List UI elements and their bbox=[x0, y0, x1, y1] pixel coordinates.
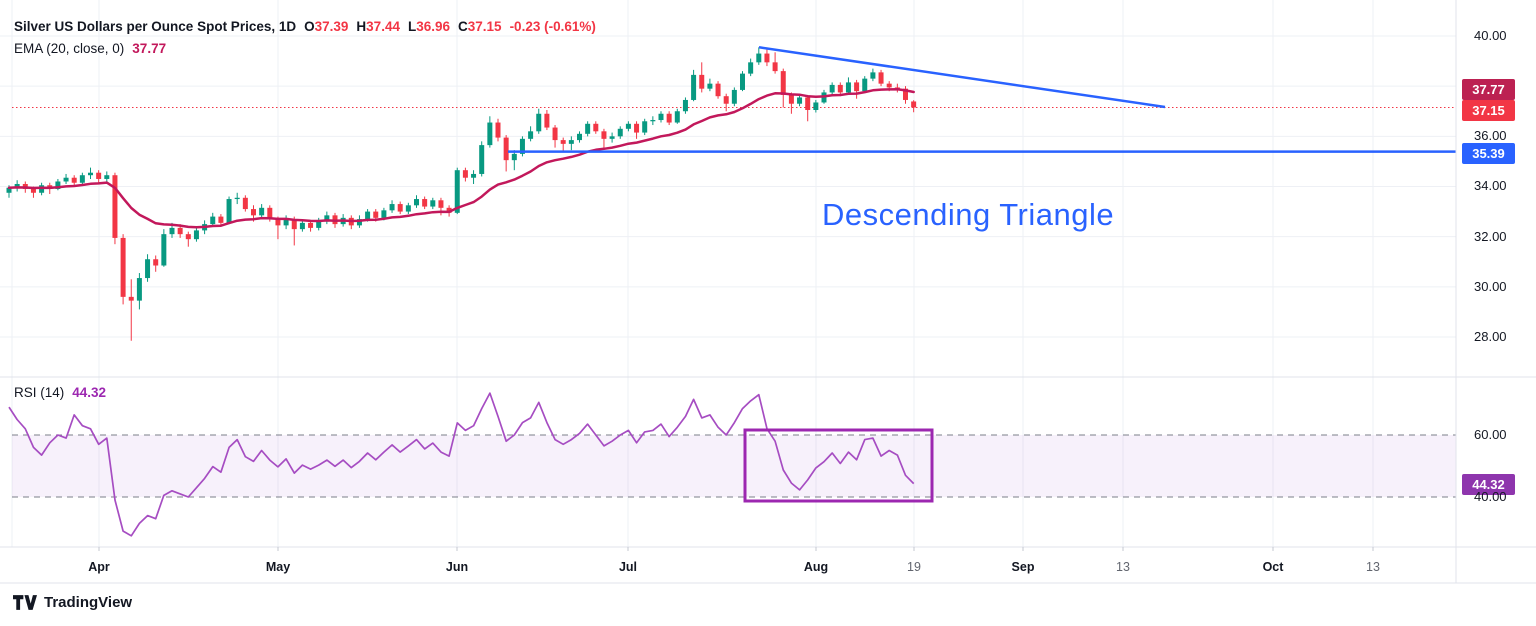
price-axis-label: 28.00 bbox=[1474, 328, 1507, 344]
last-price-badge: 37.15 bbox=[1462, 100, 1515, 121]
descending-triangle-annotation[interactable]: Descending Triangle bbox=[822, 197, 1115, 232]
ema-legend[interactable]: EMA (20, close, 0) 37.77 bbox=[14, 41, 166, 56]
price-axis-label: 32.00 bbox=[1474, 228, 1507, 244]
time-axis-label: Aug bbox=[803, 560, 829, 574]
rsi-axis-label: 40.00 bbox=[1474, 489, 1507, 504]
rsi-axis-label: 60.00 bbox=[1474, 427, 1507, 442]
time-axis-label: 13 bbox=[1116, 560, 1130, 574]
tradingview-logo-icon bbox=[13, 595, 37, 610]
open-value: O 37.39 bbox=[304, 19, 349, 34]
time-axis-label: Jul bbox=[618, 560, 638, 574]
support-line-badge: 35.39 bbox=[1462, 143, 1515, 164]
ema-label: EMA (20, close, 0) bbox=[14, 41, 125, 56]
rsi-legend[interactable]: RSI (14) 44.32 bbox=[14, 385, 106, 400]
tradingview-watermark[interactable]: TradingView bbox=[13, 594, 132, 611]
time-axis-label: Apr bbox=[88, 560, 110, 574]
rsi-value-badge: 44.32 bbox=[1462, 474, 1515, 495]
ema-value: 37.77 bbox=[132, 41, 167, 56]
low-value: L 36.96 bbox=[407, 19, 451, 34]
time-axis-label: Oct bbox=[1262, 560, 1284, 574]
time-axis-label: 13 bbox=[1366, 560, 1380, 574]
rsi-label: RSI (14) bbox=[14, 385, 65, 400]
symbol-title: Silver US Dollars per Ounce Spot Prices,… bbox=[14, 19, 297, 34]
close-value: C 37.15 bbox=[458, 19, 502, 34]
price-axis-label: 40.00 bbox=[1474, 28, 1507, 43]
time-axis-label: Jun bbox=[445, 560, 469, 574]
symbol-legend[interactable]: Silver US Dollars per Ounce Spot Prices,… bbox=[14, 19, 596, 34]
ema-price-badge: 37.77 bbox=[1462, 79, 1515, 100]
tradingview-logo-text: TradingView bbox=[44, 594, 133, 611]
high-value: H 37.44 bbox=[356, 19, 400, 34]
price-axis-label: 34.00 bbox=[1474, 178, 1507, 194]
price-axis-label: 30.00 bbox=[1474, 278, 1507, 294]
price-axis-label: 36.00 bbox=[1474, 128, 1507, 144]
change-value: -0.23 (-0.61%) bbox=[509, 19, 596, 34]
rsi-value: 44.32 bbox=[72, 385, 107, 400]
time-axis-label: May bbox=[265, 560, 291, 574]
time-axis-label: Sep bbox=[1011, 560, 1035, 574]
time-axis-label: 19 bbox=[907, 560, 921, 574]
